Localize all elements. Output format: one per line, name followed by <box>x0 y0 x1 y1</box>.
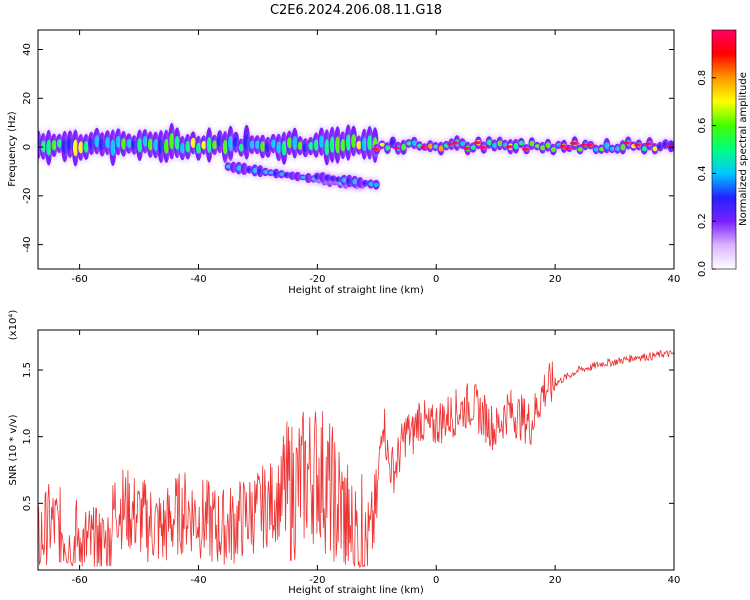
y-tick-label: 20 <box>22 92 33 105</box>
x-tick-label: 20 <box>549 575 562 586</box>
x-tick-label: 0 <box>433 274 439 285</box>
chart-title: C2E6.2024.206.08.11.G18 <box>270 3 442 18</box>
colorbar: 0.0 0.2 0.4 0.6 0.8 Normalized spectral ampl… <box>697 29 749 277</box>
snr-ticks: -60 -40 -20 0 20 40 0.5 1.0 1.5 <box>22 330 680 586</box>
x-tick-label: -20 <box>309 274 325 285</box>
heatmap-band <box>371 132 674 159</box>
spectrogram-ticks: -60 -40 -20 0 20 40 -40 -20 0 20 40 <box>22 30 680 285</box>
x-tick-label: -20 <box>309 575 325 586</box>
x-tick-label: 40 <box>668 274 681 285</box>
colorbar-tick-label: 0.2 <box>697 213 708 229</box>
y-tick-label: 0.5 <box>22 495 33 511</box>
y-tick-label: -40 <box>22 236 33 252</box>
heatmap-band <box>38 119 380 170</box>
x-tick-label: -60 <box>71 575 87 586</box>
x-tick-label: 20 <box>549 274 562 285</box>
x-tick-label: 40 <box>668 575 681 586</box>
colorbar-tick-label: 0.6 <box>697 118 708 134</box>
x-tick-label: 0 <box>433 575 439 586</box>
snr-y-unit: (x10⁴) <box>8 310 19 341</box>
snr-panel: -60 -40 -20 0 20 40 0.5 1.0 1.5 Height of straig… <box>8 310 680 596</box>
colorbar-bar <box>711 29 737 270</box>
x-tick-label: -40 <box>190 575 206 586</box>
y-tick-label: 40 <box>22 43 33 56</box>
snr-series-line <box>38 349 674 568</box>
colorbar-tick-label: 0.8 <box>697 70 708 86</box>
colorbar-tick-label: 0.4 <box>697 165 708 181</box>
snr-ylabel: SNR (10 * v/v) <box>8 414 19 485</box>
snr-frame <box>37 329 675 571</box>
heatmap-cell <box>550 146 556 153</box>
heatmap-cell <box>385 145 391 151</box>
x-tick-label: -40 <box>190 274 206 285</box>
y-tick-label: 1.5 <box>22 362 33 378</box>
heatmap-band <box>312 169 381 193</box>
heatmap-layer <box>38 119 674 193</box>
heatmap-cell <box>390 139 396 146</box>
colorbar-ticks: 0.0 0.2 0.4 0.6 0.8 <box>697 70 716 277</box>
spectrogram-ylabel: Frequency (Hz) <box>7 111 18 187</box>
colorbar-label: Normalized spectral amplitude <box>738 72 749 226</box>
heatmap-cell <box>518 140 524 146</box>
colorbar-tick-label: 0.0 <box>697 261 708 277</box>
heatmap-cell <box>373 182 379 187</box>
snr-xlabel: Height of straight line (km) <box>288 585 424 596</box>
x-tick-label: -60 <box>71 274 87 285</box>
spectrogram-panel: -60 -40 -20 0 20 40 -40 -20 0 20 40 Height of stra… <box>7 29 680 296</box>
spectrogram-xlabel: Height of straight line (km) <box>288 285 424 296</box>
y-tick-label: 0 <box>22 144 33 150</box>
y-tick-label: -20 <box>22 188 33 204</box>
y-tick-label: 1.0 <box>22 429 33 445</box>
spectrogram-frame <box>37 29 675 270</box>
